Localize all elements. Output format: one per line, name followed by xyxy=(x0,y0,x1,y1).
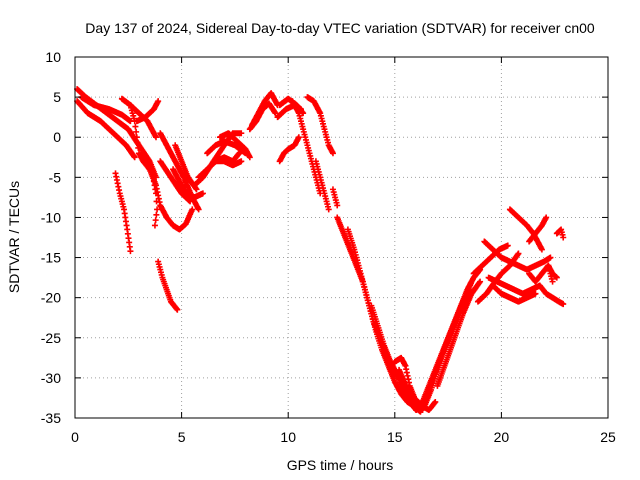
y-axis-ticks: 10 5 0 -5 -10 -15 -20 -25 -30 -35 xyxy=(41,49,608,426)
series-markers xyxy=(170,166,206,201)
series-trace-42 xyxy=(489,282,539,305)
series-markers xyxy=(78,94,134,125)
y-tick-label: -20 xyxy=(41,290,61,306)
series-markers xyxy=(157,158,194,205)
series-trace-19 xyxy=(210,158,245,169)
series-trace-49 xyxy=(553,226,567,241)
data-points xyxy=(74,86,567,415)
series-trace-48 xyxy=(545,262,560,281)
series-trace-13 xyxy=(170,166,206,201)
y-tick-label: -30 xyxy=(41,370,61,386)
x-tick-label: 0 xyxy=(71,429,79,445)
series-markers xyxy=(276,134,302,165)
series-markers xyxy=(481,238,554,273)
series-trace-47 xyxy=(536,282,567,308)
x-axis-ticks: 0 5 10 15 20 25 xyxy=(71,57,616,445)
series-trace-32 xyxy=(368,302,420,413)
series-markers xyxy=(289,98,324,197)
series-markers xyxy=(553,226,567,241)
series-trace-37 xyxy=(421,286,473,409)
y-tick-label: 10 xyxy=(45,49,61,65)
series-trace-24 xyxy=(276,134,302,165)
x-tick-label: 5 xyxy=(178,429,186,445)
series-trace-26 xyxy=(304,94,336,157)
series-markers xyxy=(329,186,341,209)
plot-area-border xyxy=(74,56,609,419)
y-axis-label: SDTVAR / TECUs xyxy=(6,181,22,293)
x-tick-label: 20 xyxy=(494,429,510,445)
series-trace-9 xyxy=(150,178,161,229)
x-axis-label: GPS time / hours xyxy=(287,457,394,473)
y-tick-label: 5 xyxy=(53,89,61,105)
series-trace-38 xyxy=(434,278,484,389)
x-tick-label: 25 xyxy=(600,429,616,445)
series-markers xyxy=(368,302,420,413)
series-markers xyxy=(246,100,279,133)
series-trace-12 xyxy=(157,158,194,205)
y-tick-label: -35 xyxy=(41,410,61,426)
series-markers xyxy=(155,258,181,313)
series-markers xyxy=(312,158,332,213)
series-markers xyxy=(204,138,249,157)
y-tick-label: -10 xyxy=(41,209,61,225)
series-markers xyxy=(74,98,138,161)
series-markers xyxy=(434,278,484,389)
series-markers xyxy=(150,178,161,229)
series-trace-45 xyxy=(526,214,550,245)
y-tick-label: -25 xyxy=(41,330,61,346)
series-trace-17 xyxy=(204,138,249,157)
series-markers xyxy=(545,262,560,281)
series-trace-27 xyxy=(312,158,332,213)
series-trace-41 xyxy=(485,274,543,297)
y-tick-label: -5 xyxy=(49,169,62,185)
series-trace-28 xyxy=(329,186,341,209)
series-trace-3 xyxy=(78,94,134,125)
series-markers xyxy=(210,158,245,169)
series-trace-21 xyxy=(246,100,279,133)
series-trace-6 xyxy=(133,98,162,125)
series-trace-43 xyxy=(481,238,554,273)
series-trace-10 xyxy=(155,258,181,313)
series-trace-18 xyxy=(216,130,253,161)
series-markers xyxy=(304,94,336,157)
x-tick-label: 10 xyxy=(280,429,296,445)
series-trace-7 xyxy=(112,170,134,255)
series-markers xyxy=(421,286,473,409)
series-trace-39 xyxy=(474,250,522,305)
series-markers xyxy=(474,250,522,305)
series-markers xyxy=(112,170,134,255)
series-markers xyxy=(489,282,539,305)
series-markers xyxy=(133,98,162,125)
series-markers xyxy=(216,130,253,161)
y-tick-label: -15 xyxy=(41,250,61,266)
series-trace-2 xyxy=(74,98,138,161)
chart-title: Day 137 of 2024, Sidereal Day-to-day VTE… xyxy=(85,20,595,36)
x-tick-label: 15 xyxy=(387,429,403,445)
y-tick-label: 0 xyxy=(53,129,61,145)
series-markers xyxy=(536,282,567,308)
series-markers xyxy=(526,214,550,245)
series-markers xyxy=(485,274,543,297)
series-trace-25 xyxy=(289,98,324,197)
